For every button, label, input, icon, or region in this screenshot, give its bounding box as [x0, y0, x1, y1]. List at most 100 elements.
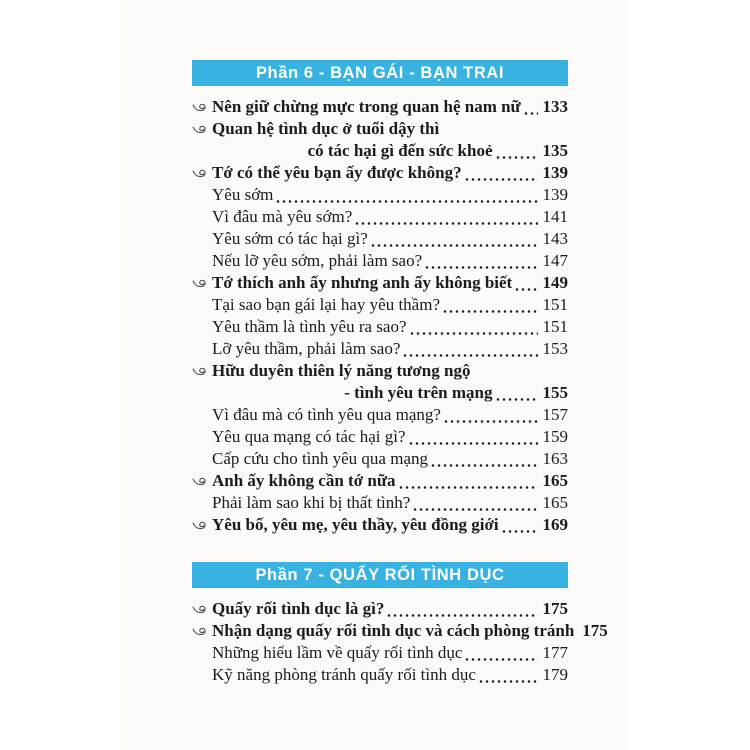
toc-entry: - tình yêu trên mạng 155: [192, 382, 568, 404]
toc-entry: Yêu qua mạng có tác hại gì? 159: [192, 426, 568, 448]
entry-title: Tớ có thể yêu bạn ấy được không?: [212, 163, 462, 182]
entry-title: Yêu qua mạng có tác hại gì?: [212, 427, 406, 446]
toc-entry: Nhận dạng quấy rối tình dục và cách phòn…: [192, 620, 608, 642]
page-number: 135: [542, 141, 569, 160]
entry-title: Quấy rối tình dục là gì?: [212, 599, 385, 618]
entry-title: Yêu thầm là tình yêu ra sao?: [212, 317, 407, 336]
dot-leader: [495, 156, 538, 159]
toc-entry: Yêu bố, yêu mẹ, yêu thầy, yêu đồng giới 1…: [192, 514, 568, 536]
entry-title: Hữu duyên thiên lý năng tương ngộ: [212, 361, 471, 380]
entry-title: - tình yêu trên mạng: [344, 383, 493, 402]
spiral-fleuron-icon: [192, 168, 210, 180]
entry-title: Nếu lỡ yêu sớm, phải làm sao?: [212, 251, 423, 270]
dot-leader: [408, 442, 538, 445]
dot-leader: [425, 266, 538, 269]
page-number: 159: [542, 427, 569, 446]
dot-leader: [515, 288, 538, 291]
spiral-fleuron-icon: [192, 102, 210, 114]
entry-title: Kỹ năng phòng tránh quấy rối tình dục: [212, 665, 476, 684]
entry-title: Tại sao bạn gái lại hay yêu thầm?: [212, 295, 440, 314]
dot-leader: [370, 244, 538, 247]
toc-section: Phần 6 - BẠN GÁI - BẠN TRAI Nên giữ chừng…: [192, 60, 568, 536]
page-number: 151: [542, 295, 569, 314]
entry-title: Phải làm sao khi bị thất tình?: [212, 493, 411, 512]
page-number: 175: [542, 599, 569, 618]
entry-title: Quan hệ tình dục ở tuổi dậy thì: [212, 119, 440, 138]
entry-title: Vì đâu mà có tình yêu qua mạng?: [212, 405, 441, 424]
toc-entry: Yêu sớm có tác hại gì? 143: [192, 228, 568, 250]
spiral-fleuron-icon: [192, 626, 210, 638]
page-number: 163: [542, 449, 569, 468]
entry-title: có tác hại gì đến sức khoẻ: [307, 141, 493, 160]
toc-entry: Hữu duyên thiên lý năng tương ngộ: [192, 360, 568, 382]
page-number: 133: [542, 97, 569, 116]
page-number: 165: [542, 493, 569, 512]
page-number: 139: [542, 185, 569, 204]
toc-entry: Anh ấy không cần tớ nữa 165: [192, 470, 568, 492]
page-number: 177: [542, 643, 569, 662]
section-header-banner: Phần 6 - BẠN GÁI - BẠN TRAI: [192, 60, 568, 86]
spiral-fleuron-icon: [192, 366, 210, 378]
toc-entry: Vì đâu mà yêu sớm? 141: [192, 206, 568, 228]
page-number: 153: [542, 339, 569, 358]
page-number: 179: [542, 665, 569, 684]
dot-leader: [409, 332, 538, 335]
page-number: 141: [542, 207, 569, 226]
spiral-fleuron-icon: [192, 520, 210, 532]
dot-leader: [464, 178, 538, 181]
toc-entry: Những hiểu lầm về quấy rối tình dục 177: [192, 642, 568, 664]
entry-title: Nên giữ chừng mực trong quan hệ nam nữ: [212, 97, 521, 116]
toc-section: Phần 7 - QUẤY RỐI TÌNH DỤC Quấy rối tình …: [192, 562, 608, 686]
entry-title: Anh ấy không cần tớ nữa: [212, 471, 396, 490]
page-number: 155: [542, 383, 569, 402]
dot-leader: [387, 614, 538, 617]
toc-entry: Tại sao bạn gái lại hay yêu thầm? 151: [192, 294, 568, 316]
toc-entry: Quan hệ tình dục ở tuổi dậy thì: [192, 118, 568, 140]
entry-title: Yêu sớm: [212, 185, 274, 204]
spiral-fleuron-icon: [192, 124, 210, 136]
page-number: 139: [542, 163, 569, 182]
dot-leader: [501, 530, 538, 533]
toc-entry: Quấy rối tình dục là gì? 175: [192, 598, 568, 620]
entry-title: Vì đâu mà yêu sớm?: [212, 207, 353, 226]
dot-leader: [443, 310, 538, 313]
dot-leader: [478, 680, 538, 683]
toc-entry: Nếu lỡ yêu sớm, phải làm sao? 147: [192, 250, 568, 272]
spiral-fleuron-icon: [192, 604, 210, 616]
toc-content: Phần 6 - BẠN GÁI - BẠN TRAI Nên giữ chừng…: [192, 60, 608, 686]
entry-title: Nhận dạng quấy rối tình dục và cách phòn…: [212, 621, 575, 640]
toc-entry: có tác hại gì đến sức khoẻ 135: [192, 140, 568, 162]
dot-leader: [443, 420, 538, 423]
dot-leader: [431, 464, 538, 467]
dot-leader: [523, 112, 538, 115]
page-number: 169: [542, 515, 569, 534]
toc-page: Phần 6 - BẠN GÁI - BẠN TRAI Nên giữ chừng…: [120, 0, 627, 750]
toc-entry: Vì đâu mà có tình yêu qua mạng? 157: [192, 404, 568, 426]
toc-entry: Nên giữ chừng mực trong quan hệ nam nữ 13…: [192, 96, 568, 118]
page-number: 157: [542, 405, 569, 424]
toc-entry: Cấp cứu cho tình yêu qua mạng 163: [192, 448, 568, 470]
entry-title: Tớ thích anh ấy nhưng anh ấy không biết: [212, 273, 513, 292]
toc-entry: Phải làm sao khi bị thất tình? 165: [192, 492, 568, 514]
entry-title: Lỡ yêu thầm, phải làm sao?: [212, 339, 401, 358]
toc-entry: Tớ có thể yêu bạn ấy được không? 139: [192, 162, 568, 184]
dot-leader: [355, 222, 538, 225]
spiral-fleuron-icon: [192, 278, 210, 290]
page-number: 149: [542, 273, 569, 292]
toc-entry: Lỡ yêu thầm, phải làm sao? 153: [192, 338, 568, 360]
page-number: 143: [542, 229, 569, 248]
section-header-banner: Phần 7 - QUẤY RỐI TÌNH DỤC: [192, 562, 568, 588]
page-number: 151: [542, 317, 569, 336]
page-number: 175: [582, 621, 608, 640]
dot-leader: [403, 354, 538, 357]
page-number: 165: [542, 471, 569, 490]
toc-entry: Tớ thích anh ấy nhưng anh ấy không biết 1…: [192, 272, 568, 294]
toc-entry: Yêu thầm là tình yêu ra sao? 151: [192, 316, 568, 338]
dot-leader: [276, 200, 538, 203]
entry-title: Những hiểu lầm về quấy rối tình dục: [212, 643, 463, 662]
dot-leader: [465, 658, 538, 661]
toc-entry: Yêu sớm 139: [192, 184, 568, 206]
entry-title: Yêu bố, yêu mẹ, yêu thầy, yêu đồng giới: [212, 515, 499, 534]
entry-title: Yêu sớm có tác hại gì?: [212, 229, 368, 248]
